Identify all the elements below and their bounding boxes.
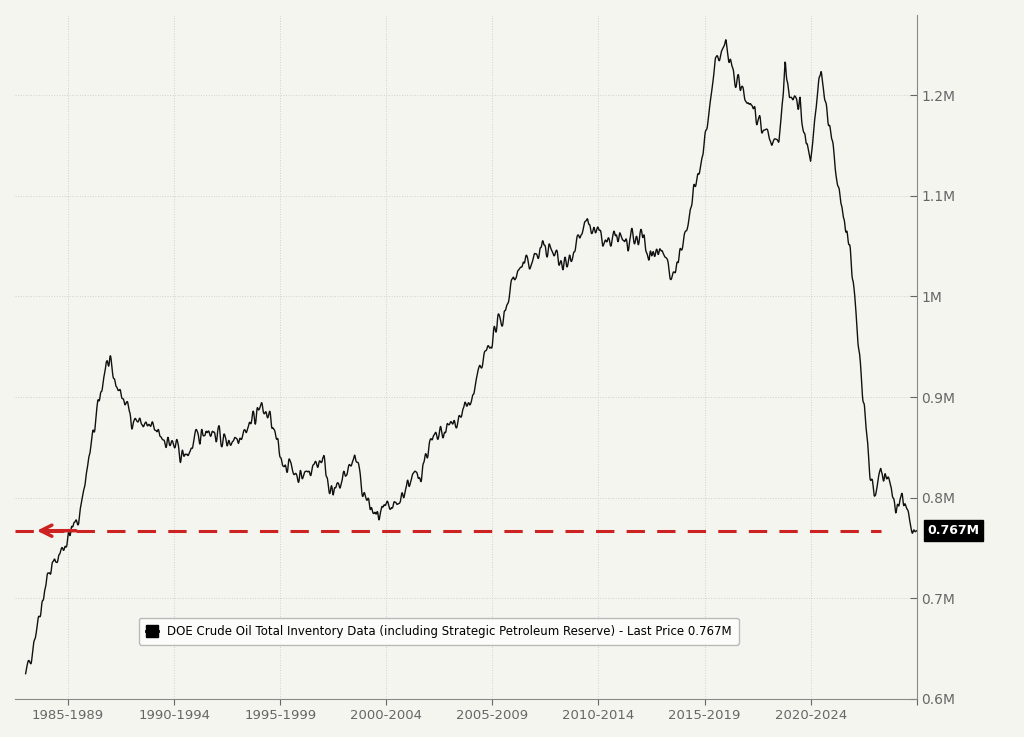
Legend: DOE Crude Oil Total Inventory Data (including Strategic Petroleum Reserve) - Las: DOE Crude Oil Total Inventory Data (incl… [139,618,739,645]
Text: 0.767M: 0.767M [928,524,980,537]
